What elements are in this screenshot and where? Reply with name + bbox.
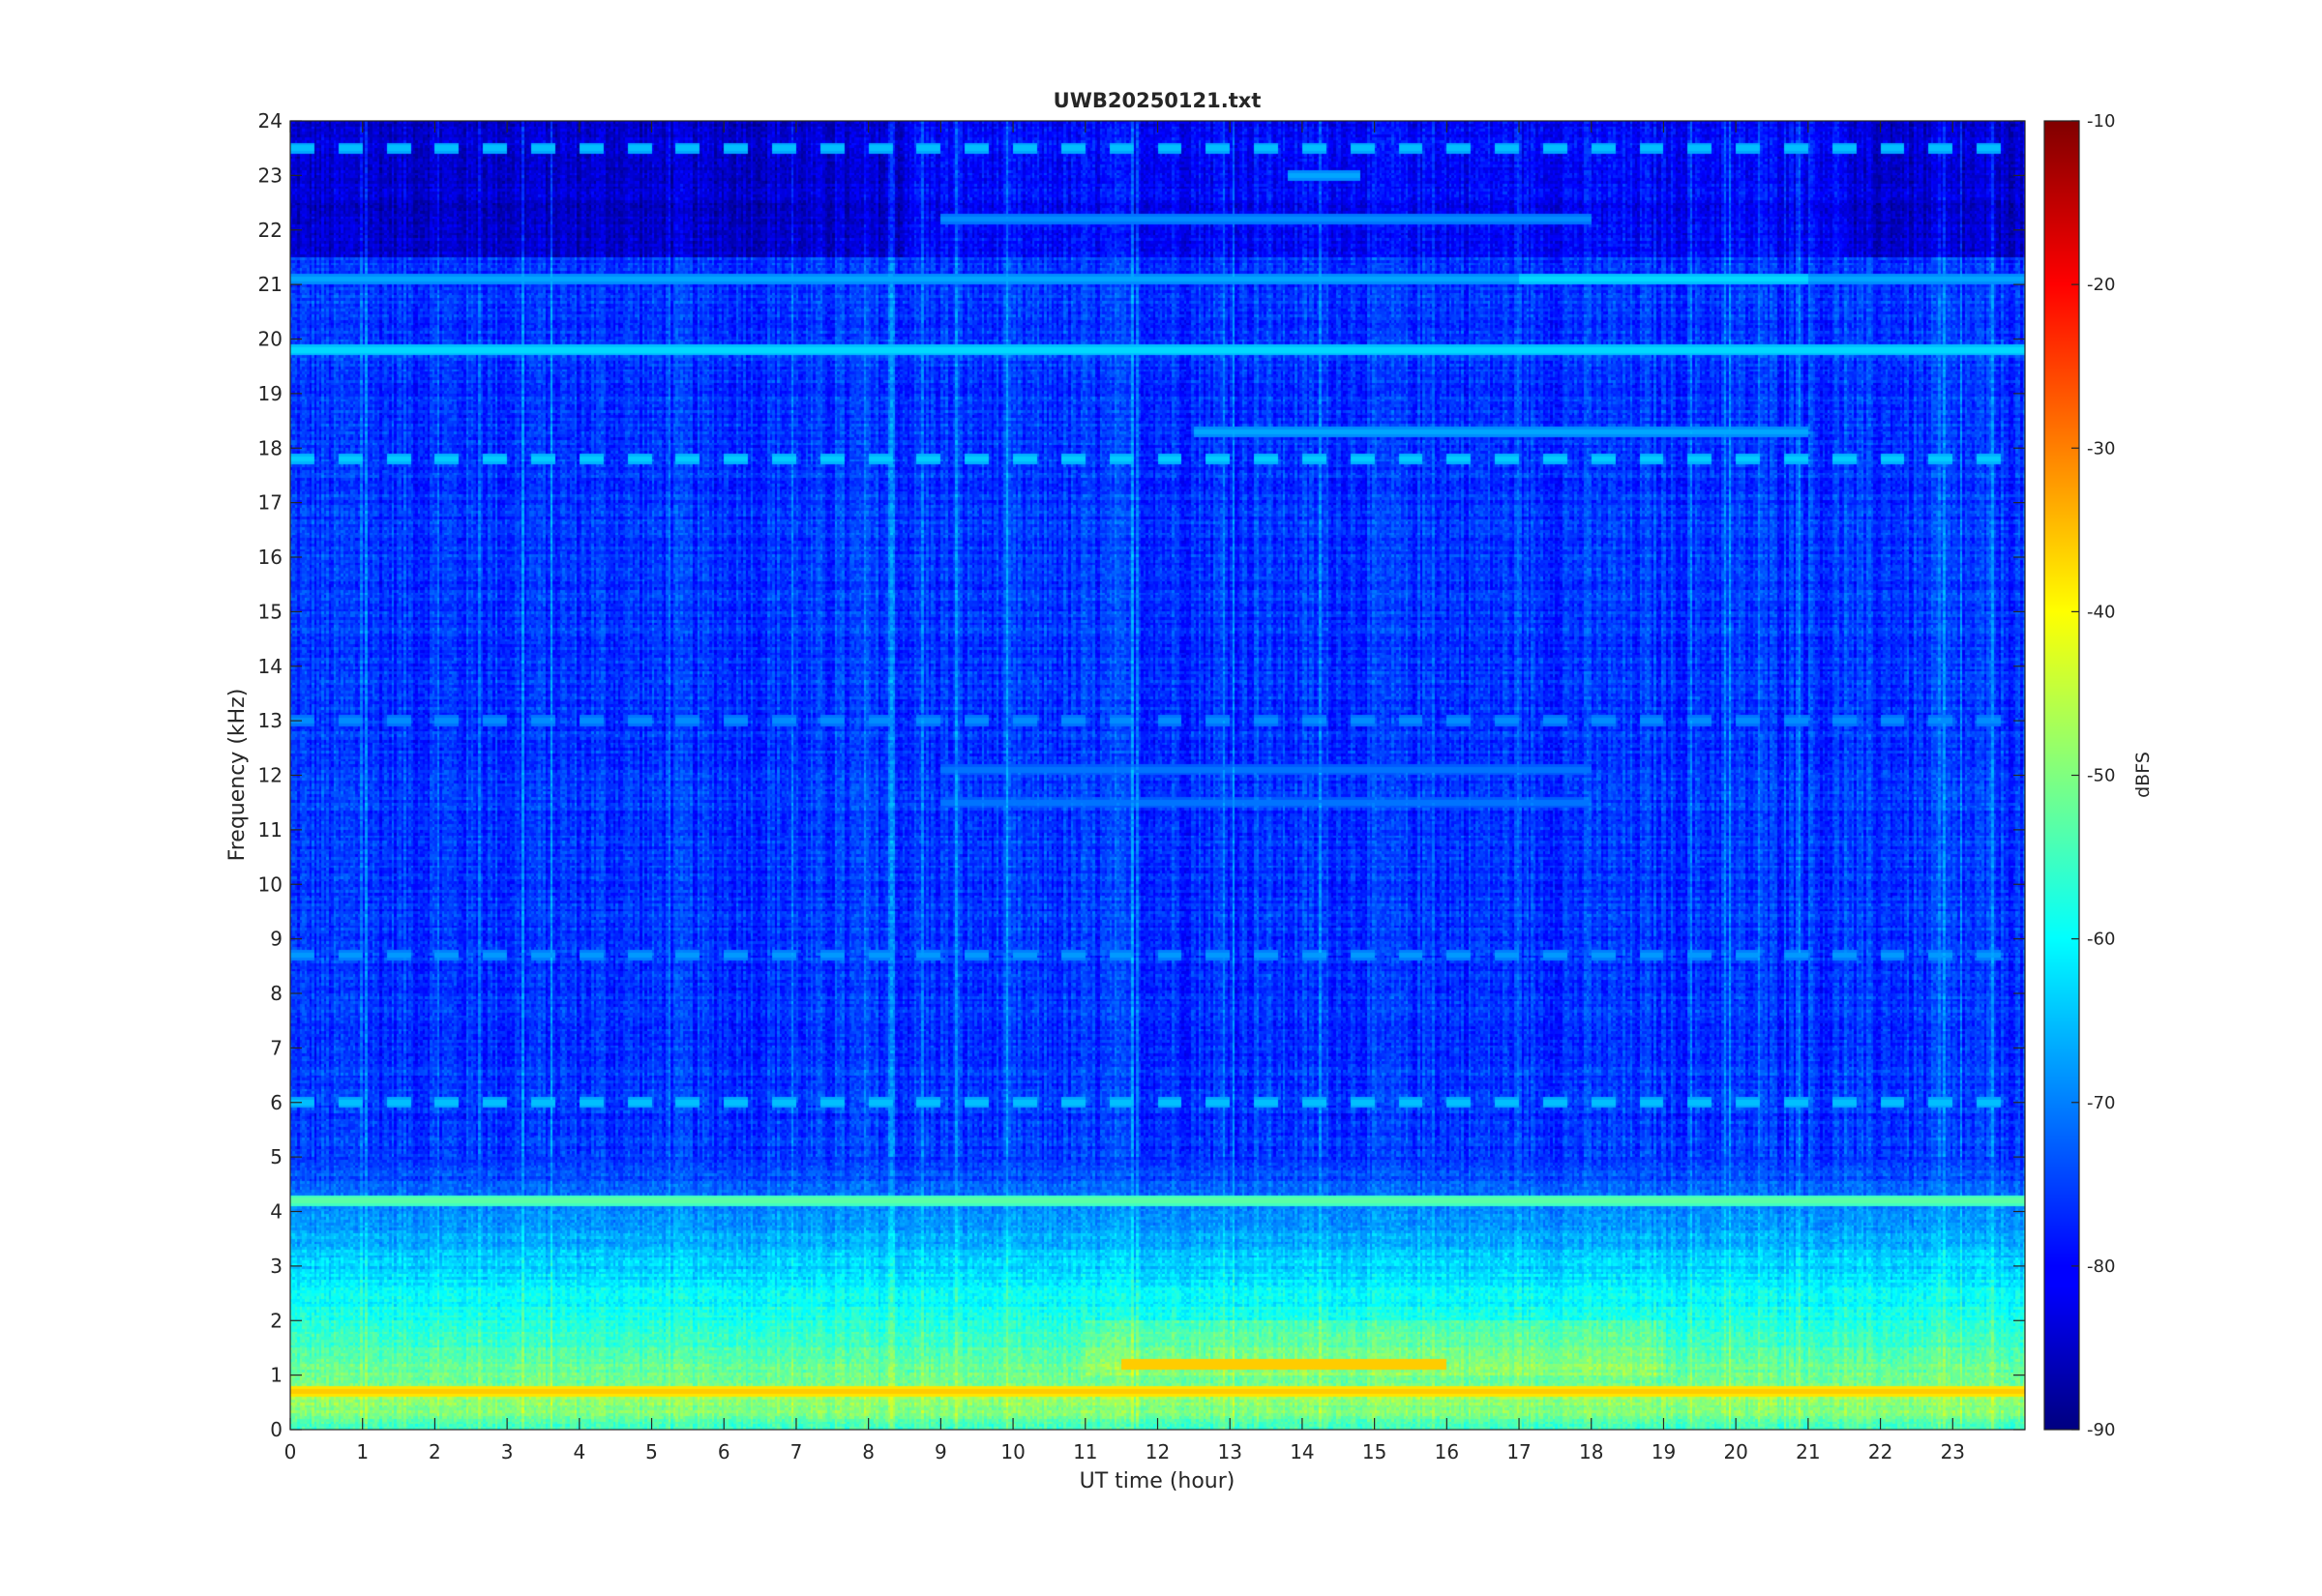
y-tick-label: 12 (258, 764, 283, 787)
y-tick-label: 20 (258, 328, 283, 351)
y-tick-label: 2 (270, 1309, 283, 1332)
x-tick-label: 8 (862, 1440, 875, 1463)
x-tick-label: 14 (1290, 1440, 1314, 1463)
y-tick-label: 17 (258, 491, 283, 515)
heatmap-container (290, 121, 2025, 1430)
colorbar-label: dBFS (2132, 752, 2154, 798)
y-tick-label: 22 (258, 219, 283, 242)
colorbar-tick-label: -90 (2087, 1420, 2115, 1440)
y-tick-label: 7 (270, 1036, 283, 1059)
x-tick-label: 0 (284, 1440, 297, 1463)
x-tick-label: 16 (1435, 1440, 1459, 1463)
x-axis-ticks: 0 1 2 3 4 5 6 7 8 9 10 11 12 13 14 15 16 17 18 19 20 21 22 23 (284, 121, 1965, 1463)
y-axis-label: Frequency (kHz) (225, 689, 250, 862)
y-tick-label: 9 (270, 928, 283, 951)
x-tick-label: 4 (573, 1440, 585, 1463)
y-tick-label: 3 (270, 1255, 283, 1278)
x-tick-label: 18 (1579, 1440, 1603, 1463)
colorbar-tick-label: -80 (2087, 1256, 2115, 1277)
y-tick-label: 1 (270, 1364, 283, 1387)
x-tick-label: 12 (1146, 1440, 1170, 1463)
x-tick-label: 17 (1506, 1440, 1531, 1463)
y-tick-label: 4 (270, 1200, 283, 1224)
y-tick-label: 6 (270, 1091, 283, 1114)
x-tick-label: 21 (1796, 1440, 1820, 1463)
x-tick-label: 22 (1868, 1440, 1892, 1463)
y-tick-label: 11 (258, 818, 283, 842)
y-tick-label: 23 (258, 163, 283, 187)
y-tick-label: 18 (258, 436, 283, 459)
colorbar-tick-label: -20 (2087, 275, 2115, 295)
x-tick-label: 3 (501, 1440, 514, 1463)
y-tick-label: 15 (258, 600, 283, 623)
y-tick-label: 5 (270, 1145, 283, 1168)
colorbar-tick-label: -70 (2087, 1093, 2115, 1113)
spectrogram-heatmap (290, 121, 2025, 1430)
x-tick-label: 2 (429, 1440, 441, 1463)
plot-area: 0 1 2 3 4 5 6 7 8 9 10 11 12 13 14 15 16 17 18 19 20 21 22 23 0… (258, 109, 2026, 1463)
y-tick-label: 8 (270, 982, 283, 1005)
x-tick-label: 6 (718, 1440, 730, 1463)
x-tick-label: 5 (645, 1440, 658, 1463)
x-tick-label: 10 (1000, 1440, 1025, 1463)
y-tick-label: 21 (258, 273, 283, 296)
x-axis-label: UT time (hour) (1080, 1469, 1235, 1493)
y-tick-label: 0 (270, 1418, 283, 1441)
x-tick-label: 15 (1362, 1440, 1386, 1463)
colorbar-tick-label: -50 (2087, 766, 2115, 786)
colorbar-tick-label: -40 (2087, 602, 2115, 622)
x-tick-label: 7 (790, 1440, 803, 1463)
chart-title: UWB20250121.txt (1054, 89, 1262, 112)
x-tick-label: 1 (356, 1440, 369, 1463)
x-tick-label: 13 (1217, 1440, 1241, 1463)
y-tick-label: 16 (258, 546, 283, 569)
y-tick-label: 24 (258, 109, 283, 133)
y-tick-label: 10 (258, 872, 283, 896)
x-tick-label: 19 (1652, 1440, 1676, 1463)
colorbar-ticks: -10 -20 -30 -40 -50 -60 -70 -80 -90 (2071, 111, 2115, 1440)
x-tick-label: 11 (1073, 1440, 1097, 1463)
colorbar-tick-label: -30 (2087, 438, 2115, 458)
colorbar: -10 -20 -30 -40 -50 -60 -70 -80 -90 dBFS (2043, 111, 2154, 1440)
y-tick-label: 19 (258, 382, 283, 405)
y-tick-label: 14 (258, 655, 283, 678)
colorbar-tick-label: -60 (2087, 930, 2115, 950)
colorbar-tick-label: -10 (2087, 111, 2115, 132)
x-tick-label: 20 (1723, 1440, 1747, 1463)
x-tick-label: 9 (935, 1440, 947, 1463)
x-tick-label: 23 (1941, 1440, 1965, 1463)
y-tick-label: 13 (258, 709, 283, 732)
